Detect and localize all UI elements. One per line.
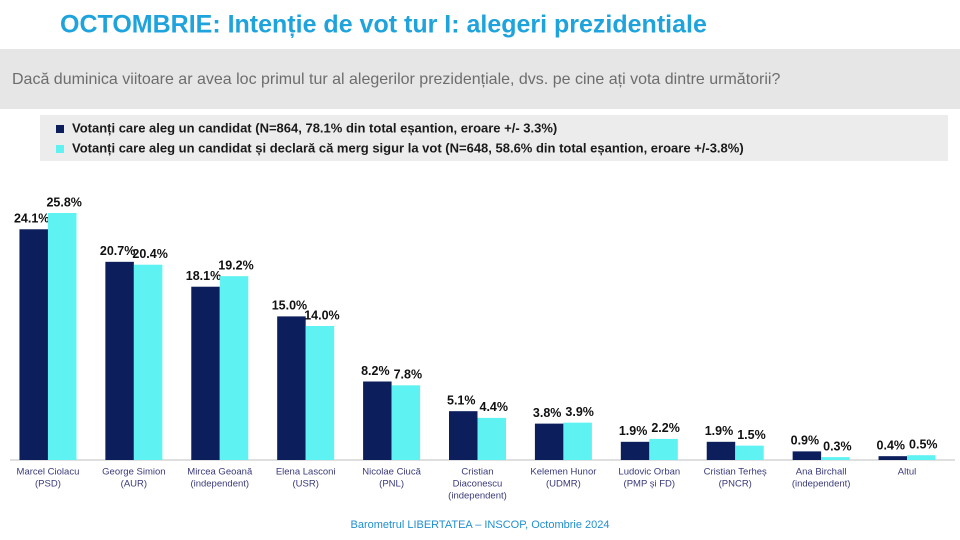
x-tick-label: Ana Birchall — [796, 467, 847, 478]
bar — [47, 213, 77, 460]
bar — [649, 438, 678, 460]
x-tick-label: Cristian — [461, 467, 493, 478]
x-tick-label: (USR) — [292, 479, 318, 490]
x-tick-label: Nicolae Ciucă — [362, 467, 421, 478]
x-tick-label: Cristian Terheș — [704, 467, 767, 478]
bar — [821, 457, 850, 460]
bar — [477, 417, 506, 460]
value-label: 8.2% — [361, 364, 390, 378]
value-label: 14.0% — [304, 308, 339, 322]
x-tick-label: (PNL) — [379, 479, 404, 490]
source: Barometrul LIBERTATEA – INSCOP, Octombri… — [350, 519, 609, 531]
value-label: 3.8% — [533, 406, 562, 420]
value-label: 2.2% — [651, 421, 680, 435]
x-tick-label: Diaconescu — [453, 479, 503, 490]
value-label: 20.4% — [132, 247, 167, 261]
value-label: 25.8% — [46, 195, 81, 209]
value-label: 0.5% — [909, 438, 938, 452]
legend-label: Votanți care aleg un candidat și declară… — [72, 140, 744, 155]
value-label: 1.9% — [619, 424, 648, 438]
x-tick-label: Altul — [898, 467, 916, 478]
legend-label: Votanți care aleg un candidat (N=864, 78… — [72, 120, 557, 135]
value-label: 0.3% — [823, 439, 852, 453]
x-tick-label: Mircea Geoană — [187, 467, 253, 478]
bar — [105, 261, 134, 460]
x-tick-label: (PNCR) — [719, 479, 752, 490]
bar — [19, 229, 48, 460]
legend — [40, 115, 948, 161]
x-tick-label: (independent) — [190, 479, 249, 490]
bar — [277, 316, 306, 460]
x-tick-label: (UDMR) — [546, 479, 581, 490]
bar — [792, 451, 822, 460]
bar — [907, 455, 936, 460]
bar — [219, 276, 249, 460]
bar — [620, 441, 650, 460]
x-tick-label: (independent) — [448, 491, 507, 502]
value-label: 0.9% — [791, 434, 820, 448]
bar — [706, 441, 736, 460]
x-tick-label: (independent) — [792, 479, 851, 490]
x-tick-label: (AUR) — [121, 479, 147, 490]
value-label: 24.1% — [14, 212, 49, 226]
subtitle: Dacă duminica viitoare ar avea loc primu… — [12, 71, 780, 88]
x-tick-label: George Simion — [102, 467, 165, 478]
bar — [363, 381, 392, 460]
value-label: 19.2% — [218, 258, 253, 272]
bar — [391, 385, 421, 460]
value-label: 15.0% — [272, 299, 307, 313]
value-label: 0.4% — [877, 438, 906, 452]
value-label: 20.7% — [100, 244, 135, 258]
bar — [878, 456, 908, 460]
bar — [191, 286, 220, 460]
legend-swatch — [56, 125, 64, 133]
legend-swatch — [56, 145, 64, 153]
value-label: 18.1% — [186, 269, 221, 283]
value-label: 7.8% — [394, 368, 423, 382]
bar — [534, 423, 564, 460]
bar — [563, 422, 592, 460]
value-label: 3.9% — [565, 405, 594, 419]
value-label: 4.4% — [480, 400, 509, 414]
bar — [449, 411, 478, 460]
value-label: 1.9% — [705, 424, 734, 438]
bar — [735, 445, 764, 460]
chart-title: OCTOMBRIE: Intenție de vot tur I: aleger… — [60, 11, 707, 39]
x-tick-label: Elena Lasconi — [276, 467, 336, 478]
x-tick-label: (PMP și FD) — [624, 479, 676, 490]
bar — [133, 264, 163, 460]
subtitle-band — [0, 49, 960, 109]
bar — [305, 325, 335, 460]
value-label: 1.5% — [737, 428, 766, 442]
x-tick-label: Kelemen Hunor — [530, 467, 596, 478]
value-label: 5.1% — [447, 393, 476, 407]
x-tick-label: (PSD) — [35, 479, 61, 490]
x-tick-label: Ludovic Orban — [618, 467, 680, 478]
x-tick-label: Marcel Ciolacu — [17, 467, 80, 478]
